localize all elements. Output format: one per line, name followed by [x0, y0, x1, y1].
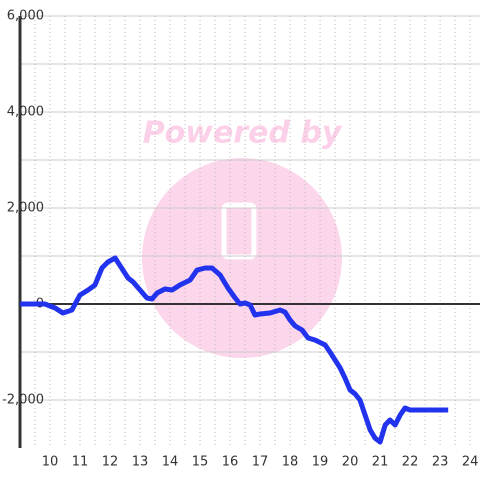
y-tick-label: -2,000: [2, 393, 44, 408]
x-tick-label: 15: [192, 455, 209, 470]
x-tick-label: 13: [132, 455, 149, 470]
data-line: [20, 255, 449, 445]
y-tick-label: 2,000: [7, 201, 44, 216]
x-tick-label: 10: [42, 455, 59, 470]
y-tick-label: 6,000: [7, 9, 44, 24]
x-tick-label: 24: [462, 455, 479, 470]
watermark-text: Powered by: [143, 116, 343, 151]
y-tick-label: 4,000: [7, 105, 44, 120]
x-tick-label: 18: [282, 455, 299, 470]
x-tick-label: 17: [252, 455, 269, 470]
x-tick-label: 19: [312, 455, 329, 470]
x-tick-label: 20: [342, 455, 359, 470]
x-tick-label: 22: [402, 455, 419, 470]
x-tick-label: 16: [222, 455, 239, 470]
x-tick-label: 23: [432, 455, 449, 470]
x-tick-label: 14: [162, 455, 179, 470]
x-tick-label: 11: [72, 455, 89, 470]
watermark-icon: [221, 202, 257, 260]
x-tick-label: 21: [372, 455, 389, 470]
x-tick-label: 12: [102, 455, 119, 470]
